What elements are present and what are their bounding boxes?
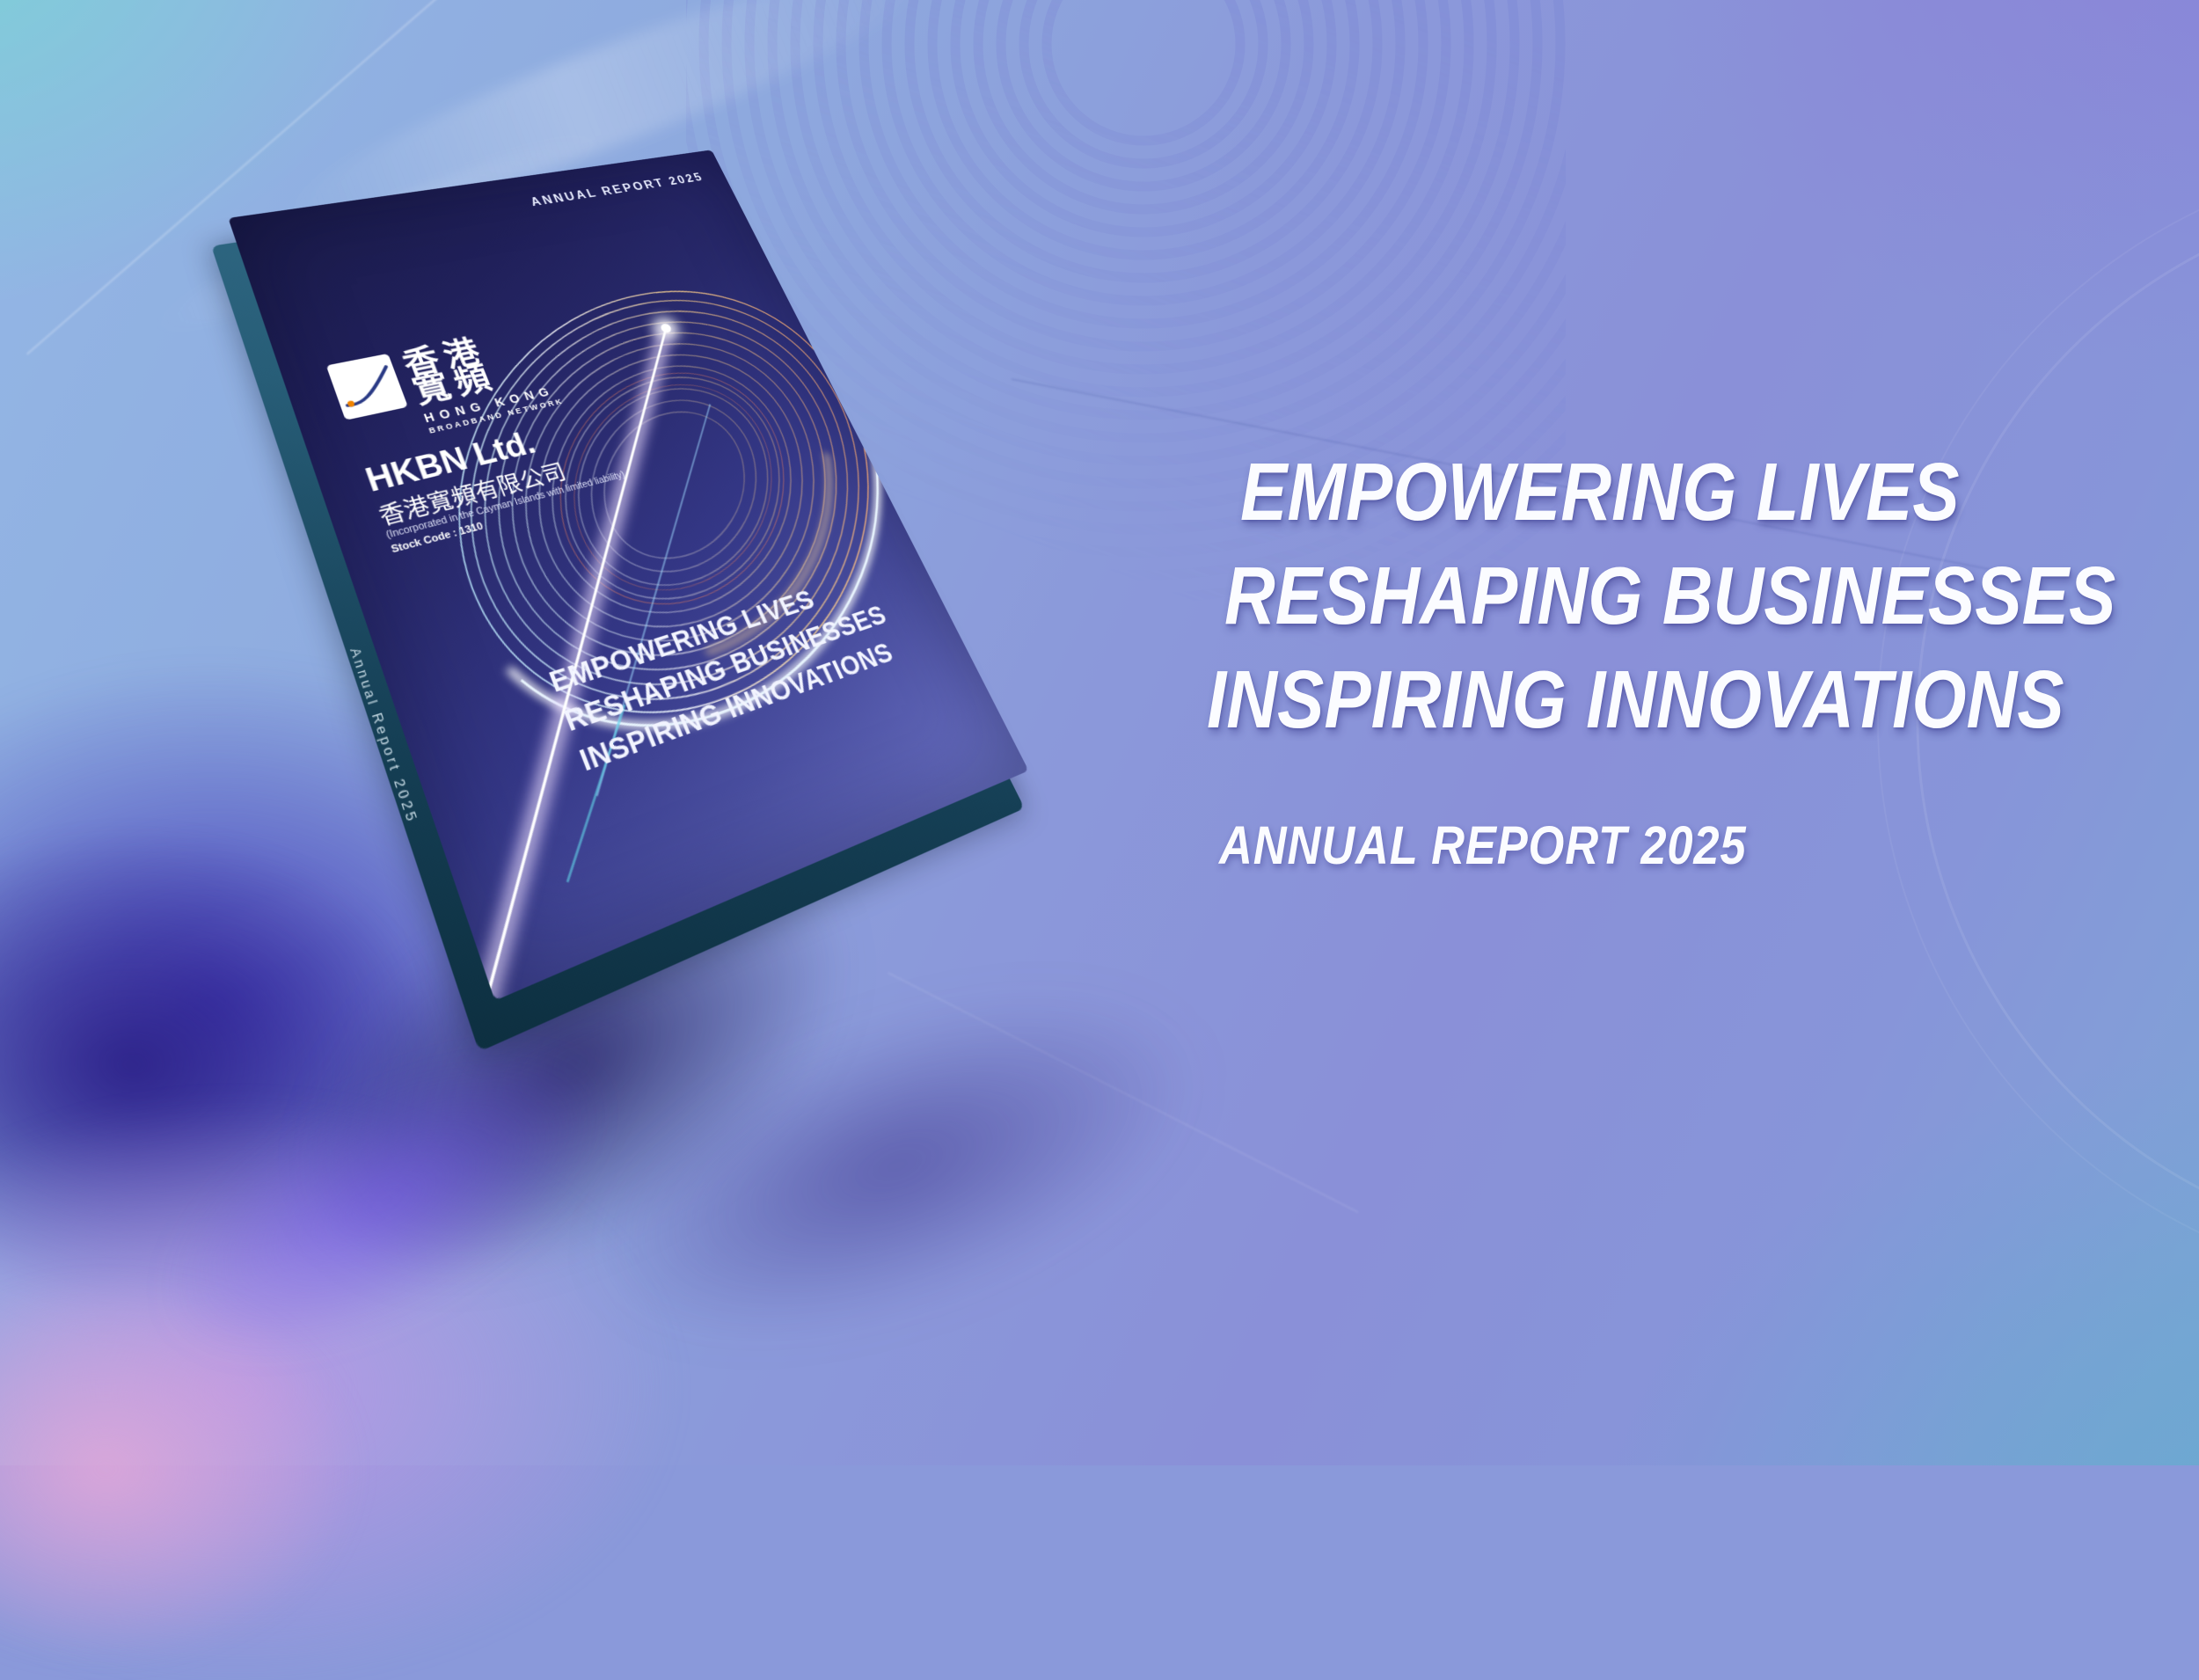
main-headline: EMPOWERING LIVES RESHAPING BUSINESSES IN…: [1207, 440, 2199, 751]
annual-report-subtitle: ANNUAL REPORT 2025: [1219, 815, 1747, 875]
headline-line: INSPIRING INNOVATIONS: [1207, 654, 2064, 745]
headline-line: RESHAPING BUSINESSES: [1224, 550, 2116, 641]
logo-char: 寬: [407, 367, 457, 411]
hkbn-logo-chinese: 香 港 寬 頻: [398, 333, 496, 411]
logo-char: 頻: [448, 359, 496, 402]
concentric-rings-pattern: [686, 0, 1566, 672]
headline-line: EMPOWERING LIVES: [1240, 446, 1960, 537]
